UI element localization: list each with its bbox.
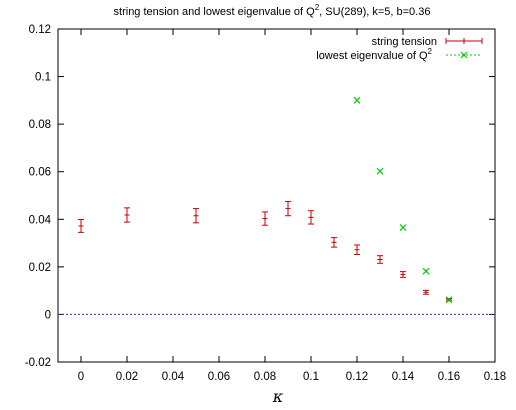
string-tension-point (400, 271, 406, 278)
chart-title-main: string tension and lowest eigenvalue of … (114, 6, 316, 18)
legend-symbol-lowest-eigenvalue (446, 51, 482, 59)
legend-label-lowest-eigenvalue-main: lowest eigenvalue of Q (316, 50, 428, 62)
x-tick-label: 0.12 (346, 371, 368, 383)
eigenvalue-point (376, 167, 384, 175)
plot-frame (57, 28, 496, 363)
x-tick-label: 0.16 (438, 371, 460, 383)
x-tick-label: 0 (78, 371, 84, 383)
x-tick-label: 0.02 (116, 371, 138, 383)
eigenvalue-point (445, 296, 453, 304)
cross-marker (399, 224, 407, 232)
x-tick-label: 0.04 (162, 371, 185, 383)
x-tick-label: 0.14 (392, 371, 415, 383)
eigenvalue-point (399, 224, 407, 232)
legend: string tension lowest eigenvalue of Q2 (316, 36, 483, 62)
y-tick-label: -0.02 (25, 357, 51, 369)
string-tension-point (193, 208, 199, 224)
cross-marker (445, 296, 453, 304)
y-tick-label: 0.1 (35, 72, 51, 84)
eigenvalue-point (353, 96, 361, 104)
legend-label-lowest-eigenvalue-sup: 2 (428, 47, 433, 56)
cross-marker (353, 96, 361, 104)
legend-label-lowest-eigenvalue: lowest eigenvalue of Q2 (316, 47, 432, 62)
string-tension-point (285, 200, 291, 217)
string-tension-point (377, 255, 383, 264)
chart-title-rest: , SU(289), k=5, b=0.36 (319, 6, 430, 18)
string-tension-point (423, 289, 429, 295)
x-tick-label: 0.18 (484, 371, 506, 383)
y-tick-label: 0.12 (29, 24, 51, 36)
cross-marker (422, 267, 430, 275)
x-tick-label: 0.06 (208, 371, 230, 383)
string-tension-point (78, 219, 84, 233)
y-tick-label: 0.06 (29, 167, 51, 179)
chart-title: string tension and lowest eigenvalue of … (114, 3, 431, 18)
axis-ticks: 0 0.02 0.04 0.06 0.08 0.1 0.12 0.14 0.16 0.18-0.0… (25, 24, 506, 383)
eigenvalue-point (422, 267, 430, 275)
data-series (78, 96, 453, 304)
string-tension-point (354, 244, 360, 255)
x-axis-label: κ (272, 387, 284, 406)
string-tension-point (124, 207, 130, 223)
y-tick-label: 0.04 (29, 214, 52, 226)
x-tick-label: 0.08 (254, 371, 276, 383)
legend-label-string-tension: string tension (372, 36, 437, 48)
string-tension-point (308, 210, 314, 225)
legend-cross (460, 51, 468, 59)
string-tension-point (262, 211, 268, 226)
string-tension-point (331, 237, 337, 248)
cross-marker (376, 167, 384, 175)
x-tick-label: 0.1 (303, 371, 319, 383)
y-tick-label: 0.02 (29, 262, 51, 274)
y-tick-label: 0.08 (29, 119, 51, 131)
legend-symbol-string-tension (445, 38, 483, 44)
chart-title-sup: 2 (315, 3, 320, 12)
y-tick-label: 0 (45, 309, 51, 321)
